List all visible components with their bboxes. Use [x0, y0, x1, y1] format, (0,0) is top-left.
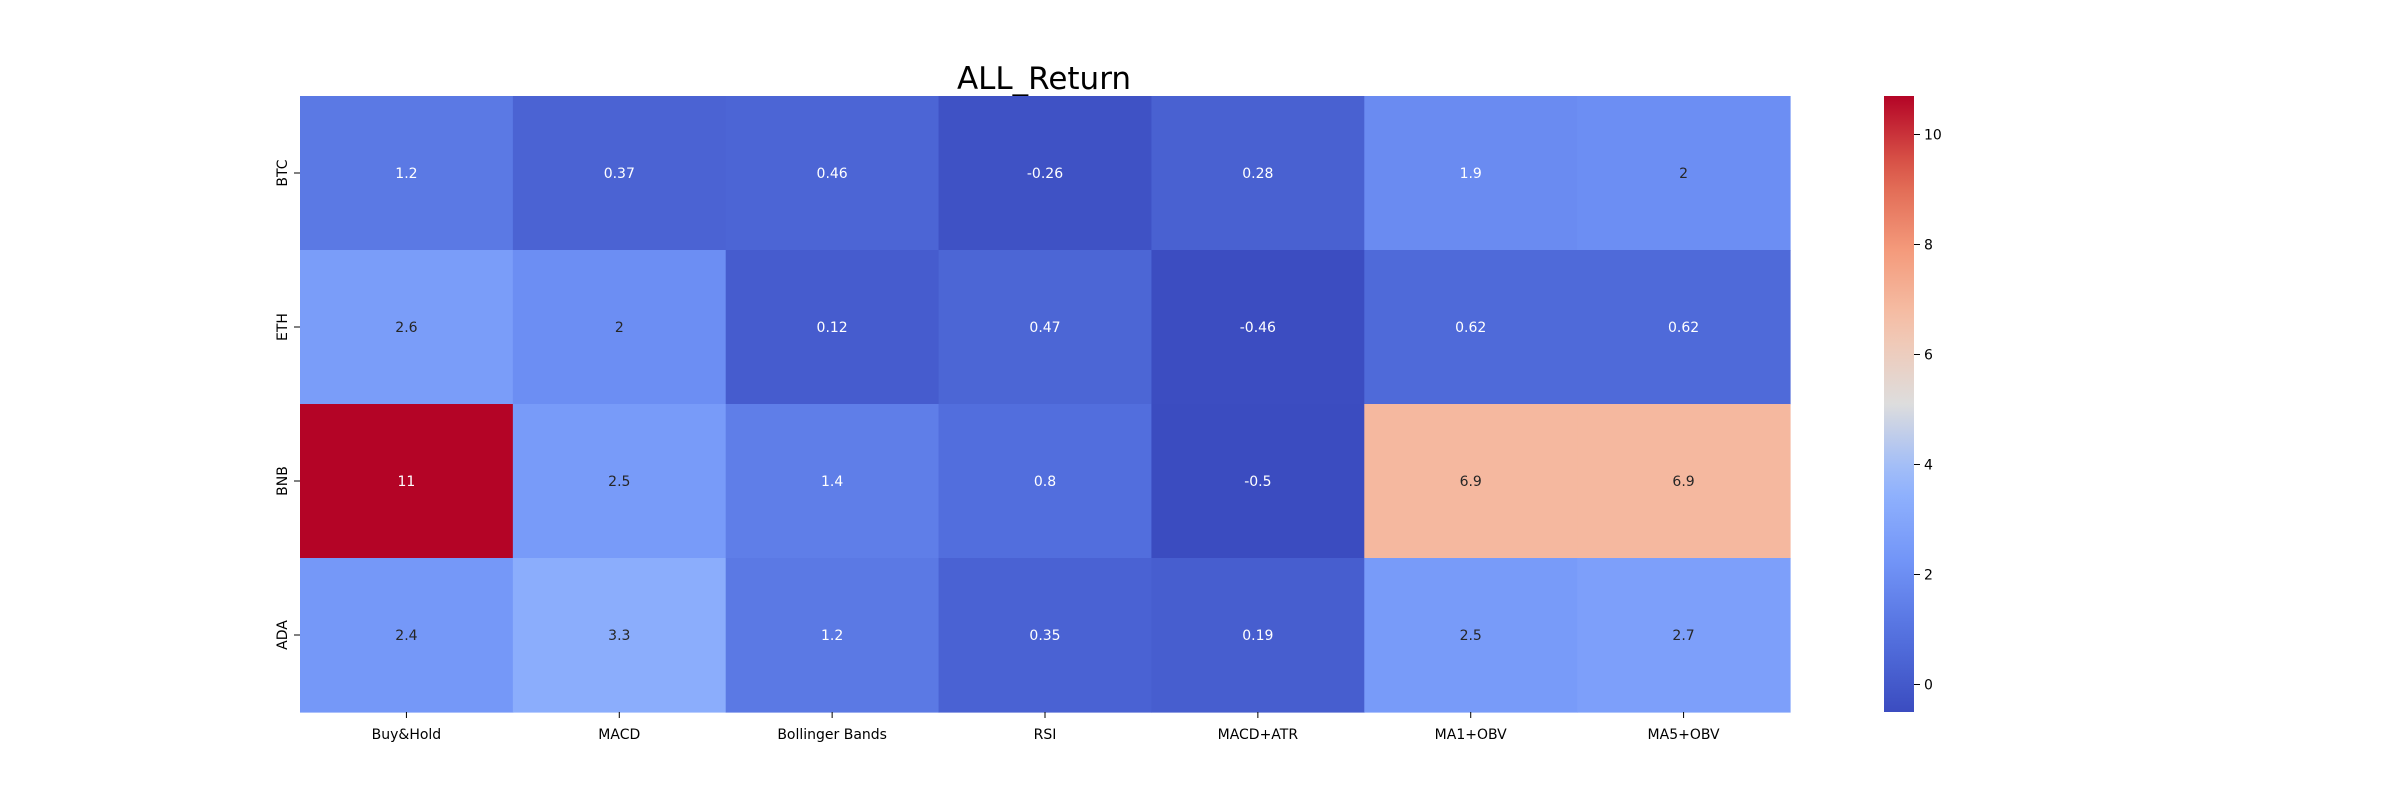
heatmap-cell	[1577, 250, 1791, 405]
heatmap-cell	[1577, 404, 1791, 559]
heatmap-cell	[1577, 96, 1791, 251]
cell-annotation: 0.12	[817, 320, 848, 336]
heatmap-cell	[1151, 96, 1365, 251]
heatmap-cell	[300, 404, 514, 559]
x-tick-label: Bollinger Bands	[777, 727, 887, 743]
y-tick-label: BTC	[275, 159, 291, 186]
colorbar: 0 2 4 6 8 10	[1884, 96, 1942, 712]
cell-annotation: 2.5	[608, 474, 630, 490]
heatmap-cell	[1364, 250, 1578, 405]
cell-annotation: 6.9	[1460, 474, 1482, 490]
cell-annotation: 0.37	[604, 166, 635, 182]
cell-annotation: 2.4	[395, 628, 417, 644]
heatmap-cell	[725, 250, 940, 405]
cell-annotation: 0.19	[1242, 628, 1273, 644]
cell-annotation: 2	[1679, 166, 1688, 182]
heatmap-cell	[300, 558, 514, 713]
heatmap-cell	[300, 250, 514, 405]
heatmap-cell	[938, 558, 1153, 713]
heatmap-cells	[300, 96, 1791, 713]
cell-annotation: 0.62	[1455, 320, 1486, 336]
chart-title: ALL_Return	[957, 61, 1131, 97]
heatmap-cell	[1364, 558, 1578, 713]
cell-annotation: 0.46	[817, 166, 848, 182]
heatmap-cell	[938, 250, 1153, 405]
heatmap-cell	[512, 96, 727, 251]
cell-annotation: 0.28	[1242, 166, 1273, 182]
heatmap-cell	[725, 404, 940, 559]
colorbar-tick-label: 2	[1924, 568, 1933, 584]
x-tick-label: MA5+OBV	[1648, 727, 1720, 743]
cell-annotation: -0.26	[1027, 166, 1063, 182]
colorbar-tick-label: 0	[1924, 678, 1933, 694]
colorbar-gradient	[1884, 96, 1914, 712]
heatmap-cell	[938, 404, 1153, 559]
cell-annotation: 0.35	[1029, 628, 1060, 644]
cell-annotation: 2.6	[395, 320, 417, 336]
heatmap-cell	[1151, 558, 1365, 713]
cell-annotation: 1.9	[1460, 166, 1482, 182]
cell-annotation: 6.9	[1672, 474, 1694, 490]
x-tick-label: MA1+OBV	[1435, 727, 1507, 743]
colorbar-tick-label: 8	[1924, 238, 1933, 254]
cell-annotation: 0.8	[1034, 474, 1056, 490]
colorbar-tick-label: 6	[1924, 348, 1933, 364]
y-tick-label: ETH	[275, 313, 291, 341]
heatmap-cell	[300, 96, 514, 251]
heatmap-cell	[725, 558, 940, 713]
x-tick-label: RSI	[1034, 727, 1057, 743]
heatmap-cell	[512, 250, 727, 405]
x-tick-label: MACD	[598, 727, 640, 743]
heatmap-cell	[512, 404, 727, 559]
heatmap-cell	[1364, 404, 1578, 559]
heatmap-cell	[725, 96, 940, 251]
cell-annotation: 0.62	[1668, 320, 1699, 336]
y-axis-ticks: BTC ETH BNB ADA	[275, 159, 300, 650]
cell-annotation: 2	[615, 320, 624, 336]
cell-annotation: -0.5	[1244, 474, 1271, 490]
x-tick-label: MACD+ATR	[1218, 727, 1299, 743]
colorbar-tick-label: 10	[1924, 128, 1942, 144]
cell-annotation: -0.46	[1240, 320, 1276, 336]
cell-annotation: 1.2	[395, 166, 417, 182]
cell-annotation: 2.7	[1672, 628, 1694, 644]
cell-annotation: 11	[398, 474, 416, 490]
cell-annotation: 2.5	[1460, 628, 1482, 644]
heatmap-cell	[1151, 250, 1365, 405]
x-tick-label: Buy&Hold	[372, 727, 442, 743]
y-tick-label: BNB	[275, 466, 291, 496]
x-axis-ticks: Buy&Hold MACD Bollinger Bands RSI MACD+ATR MA…	[372, 712, 1720, 743]
cell-annotation: 0.47	[1029, 320, 1060, 336]
cell-annotation: 1.2	[821, 628, 843, 644]
heatmap-cell	[1151, 404, 1365, 559]
y-tick-label: ADA	[275, 620, 291, 650]
cell-annotation: 3.3	[608, 628, 630, 644]
heatmap-cell	[1577, 558, 1791, 713]
cell-annotation: 1.4	[821, 474, 843, 490]
cell-annotations: 1.2 0.37 0.46 -0.26 0.28 1.9 2 2.6 2 0.12 0.47 -0.4…	[395, 166, 1699, 644]
heatmap-cell	[512, 558, 727, 713]
colorbar-tick-label: 4	[1924, 458, 1933, 474]
heatmap-cell	[1364, 96, 1578, 251]
heatmap-cell	[938, 96, 1153, 251]
